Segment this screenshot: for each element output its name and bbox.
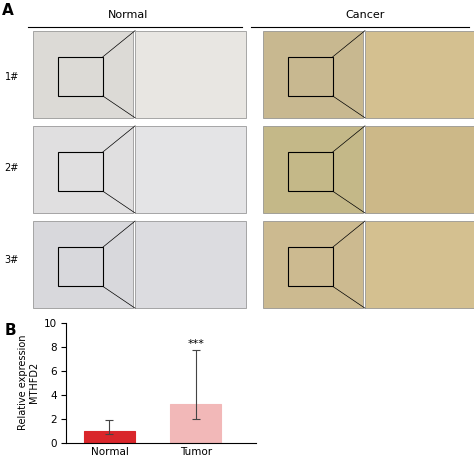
Bar (365, 30, 474, 118)
Bar (58, 152, 103, 191)
Text: A: A (2, 3, 14, 18)
Bar (288, 57, 333, 96)
Bar (288, 247, 333, 286)
Bar (170, 404, 221, 443)
Bar (263, 126, 363, 213)
Bar (83, 431, 135, 443)
Bar (135, 30, 246, 118)
Bar (33, 126, 133, 213)
Bar (135, 221, 246, 308)
Text: 1#: 1# (5, 72, 19, 83)
Y-axis label: Relative expression
MTHFD2: Relative expression MTHFD2 (18, 335, 39, 431)
Bar (135, 126, 246, 213)
Bar (288, 152, 333, 191)
Bar (365, 221, 474, 308)
Text: 2#: 2# (5, 163, 19, 173)
Bar (33, 221, 133, 308)
Bar (263, 221, 363, 308)
Bar (58, 247, 103, 286)
Text: ***: *** (187, 339, 204, 349)
Text: Cancer: Cancer (345, 10, 385, 20)
Bar (365, 126, 474, 213)
Bar (33, 30, 133, 118)
Bar (263, 30, 363, 118)
Text: Normal: Normal (108, 10, 148, 20)
Text: 3#: 3# (5, 255, 19, 265)
Text: B: B (5, 323, 17, 338)
Bar (58, 57, 103, 96)
